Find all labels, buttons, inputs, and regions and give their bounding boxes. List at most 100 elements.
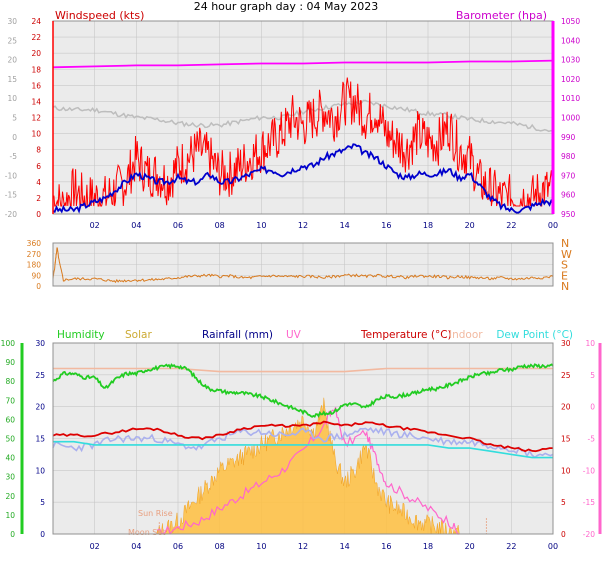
p3-x-tick-label: 12	[298, 542, 308, 551]
p1-x-tick-label: 20	[465, 221, 475, 230]
chart-title: 24 hour graph day : 04 May 2023	[194, 0, 379, 13]
direction-tick-label: 270	[27, 250, 42, 259]
p3-x-tick-label: 20	[465, 542, 475, 551]
compass-tick-label: W	[561, 248, 572, 261]
dewpoint-line	[53, 440, 553, 459]
barometer-gray-line	[52, 99, 554, 133]
windspeed-average-line	[52, 143, 554, 214]
wind-direction-line	[52, 247, 554, 284]
humidity-tick-label: 20	[5, 492, 15, 501]
windspeed-tick-label: 22	[31, 33, 41, 42]
sunrise-annotation: Sun Rise	[138, 509, 173, 518]
p1-x-tick-label: 06	[173, 221, 183, 230]
compass-tick-label: N	[561, 237, 569, 250]
legend-entry: UV	[286, 329, 302, 341]
panel2-frame	[52, 242, 554, 287]
barometer-tick-label: 1000	[561, 114, 580, 123]
panel3-frame	[52, 342, 554, 535]
barometer-tick-label: 970	[561, 171, 576, 180]
temperature-tick-label: 15	[561, 435, 571, 444]
humidity-tick-label: 30	[5, 473, 15, 482]
uv-tick-label: 0	[590, 403, 595, 412]
barometer-tick-label: 1040	[561, 36, 580, 45]
legend-entry: Dew Point (°C)	[496, 329, 573, 341]
p3-x-tick-label: 00	[548, 542, 558, 551]
windspeed-tick-label: 16	[31, 81, 41, 90]
p1-x-tick-label: 04	[131, 221, 141, 230]
uv-tick-label: 10	[585, 339, 595, 348]
humidity-tick-label: 10	[5, 511, 15, 520]
humidity-tick-label: 0	[10, 530, 15, 539]
p3-x-tick-label: 08	[215, 542, 225, 551]
barometer-tick-label: 1030	[561, 56, 580, 65]
outer-left-tick-label: 5	[12, 114, 17, 123]
legend-entry: Temperature (°C)	[360, 329, 452, 341]
temperature-tick-label: 20	[561, 403, 571, 412]
panel-wind-barometer: Windspeed (kts) Barometer (hpa) 02468101…	[5, 9, 581, 230]
temperature-tick-label: 25	[561, 371, 571, 380]
windspeed-tick-label: 20	[31, 49, 41, 58]
direction-tick-label: 360	[27, 239, 42, 248]
compass-tick-label: E	[561, 269, 568, 282]
windspeed-tick-label: 14	[31, 97, 41, 106]
moonset-annotation: Moon Set	[128, 528, 165, 537]
windspeed-tick-label: 6	[36, 162, 41, 171]
humidity-tick-label: 60	[5, 415, 15, 424]
outer-left-tick-label: 25	[7, 36, 17, 45]
uv-tick-label: -15	[583, 498, 595, 507]
temperature-tick-label: 30	[561, 339, 571, 348]
outer-left-tick-label: -15	[5, 191, 17, 200]
outer-left-tick-label: -5	[10, 152, 18, 161]
barometer-tick-label: 980	[561, 152, 576, 161]
outer-left-tick-label: -10	[5, 171, 17, 180]
barometer-tick-label: 960	[561, 191, 576, 200]
direction-tick-label: 90	[31, 271, 41, 280]
p1-x-tick-label: 10	[256, 221, 266, 230]
outer-left-tick-label: 0	[12, 133, 17, 142]
rainfall-tick-label: 10	[35, 466, 45, 475]
p3-x-tick-label: 04	[131, 542, 141, 551]
direction-tick-label: 0	[36, 282, 41, 291]
compass-tick-label: S	[561, 259, 568, 272]
outer-left-tick-label: -20	[5, 210, 17, 219]
temperature-tick-label: 5	[561, 498, 566, 507]
p1-x-tick-label: 16	[381, 221, 391, 230]
outer-left-tick-label: 20	[7, 56, 17, 65]
rainfall-tick-label: 25	[35, 371, 45, 380]
temperature-tick-label: 0	[561, 530, 566, 539]
feels-like-line	[52, 426, 554, 459]
legend-entry: Humidity	[57, 329, 105, 341]
legend-entry: Indoor	[449, 329, 483, 341]
humidity-line	[52, 363, 554, 418]
barometer-tick-label: 1050	[561, 17, 580, 26]
panel-temperature-humidity: Sun Rise Moon Set Humidity Solar Rainfall (…	[1, 329, 602, 551]
p3-x-tick-label: 10	[256, 542, 266, 551]
barometer-axis-label: Barometer (hpa)	[456, 9, 547, 22]
rainfall-tick-label: 30	[35, 339, 45, 348]
humidity-tick-label: 70	[5, 396, 15, 405]
windspeed-tick-label: 2	[36, 194, 41, 203]
p3-x-tick-label: 16	[381, 542, 391, 551]
temperature-tick-label: 10	[561, 466, 571, 475]
uv-tick-label: -5	[588, 435, 596, 444]
uv-line	[156, 407, 460, 535]
uv-tick-label: -10	[583, 466, 595, 475]
humidity-tick-label: 90	[5, 358, 15, 367]
p1-x-tick-label: 14	[340, 221, 350, 230]
humidity-tick-label: 100	[1, 339, 16, 348]
p3-x-tick-label: 22	[506, 542, 516, 551]
windspeed-line	[52, 77, 554, 208]
windspeed-tick-label: 10	[31, 130, 41, 139]
p3-x-tick-label: 06	[173, 542, 183, 551]
windspeed-axis-label: Windspeed (kts)	[55, 9, 144, 22]
humidity-tick-label: 80	[5, 377, 15, 386]
windspeed-tick-label: 12	[31, 114, 41, 123]
humidity-tick-label: 40	[5, 454, 15, 463]
uv-tick-label: 5	[590, 371, 595, 380]
windspeed-tick-label: 8	[36, 146, 41, 155]
outer-left-tick-label: 15	[7, 75, 17, 84]
p1-x-tick-label: 18	[423, 221, 433, 230]
